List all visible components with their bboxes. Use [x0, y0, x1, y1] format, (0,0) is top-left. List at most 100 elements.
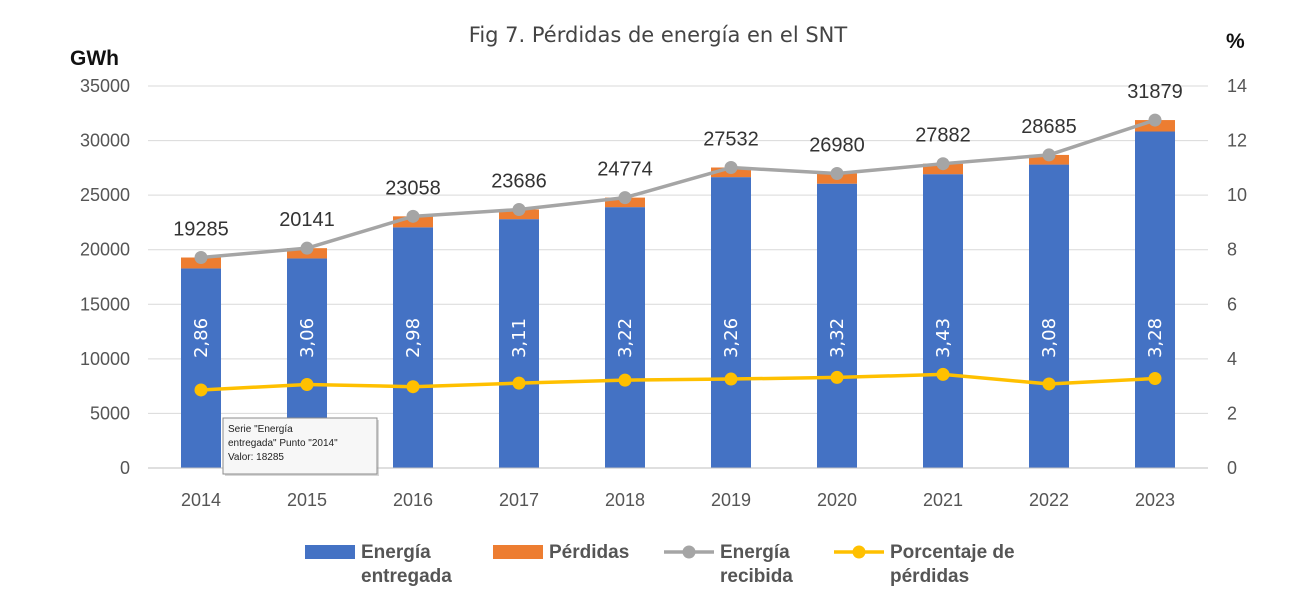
point-energia-recibida — [1148, 113, 1162, 127]
tooltip-box — [222, 417, 378, 475]
bar-series — [181, 120, 1175, 469]
data-label-porcentaje: 2,98 — [403, 318, 424, 358]
x-tick-label: 2020 — [817, 490, 857, 510]
y-tick-label: 35000 — [80, 76, 130, 96]
data-label-energia-recibida: 24774 — [597, 159, 653, 181]
point-porcentaje-perdidas — [406, 380, 420, 394]
x-tick-label: 2022 — [1029, 490, 1069, 510]
data-label-porcentaje: 3,43 — [933, 318, 954, 358]
legend-label: Porcentaje de — [890, 542, 1015, 563]
data-label-energia-recibida: 23058 — [385, 177, 441, 199]
legend-label: pérdidas — [890, 566, 969, 587]
point-energia-recibida — [1042, 148, 1056, 162]
chart-title: Fig 7. Pérdidas de energía en el SNT — [469, 23, 848, 47]
point-energia-recibida — [194, 251, 208, 265]
bar-energia-entregada — [393, 227, 433, 468]
y-axis-unit: GWh — [70, 47, 119, 70]
y2-tick-label: 12 — [1227, 131, 1247, 151]
point-porcentaje-perdidas — [936, 367, 950, 381]
x-tick-label: 2023 — [1135, 490, 1175, 510]
data-labels: 19285 20141 23058 23686 24774 27532 26980 27882… — [173, 81, 1183, 358]
legend-swatch — [493, 545, 543, 559]
data-label-energia-recibida: 26980 — [809, 135, 865, 157]
point-energia-recibida — [618, 191, 632, 205]
tooltip-text: Valor: 18285 — [228, 452, 284, 463]
point-energia-recibida — [512, 202, 526, 216]
legend: Energía entregada Pérdidas Energía recibida P… — [305, 542, 1015, 587]
point-porcentaje-perdidas — [830, 370, 844, 384]
tooltip-text: Serie "Energía — [228, 424, 293, 435]
y2-tick-label: 10 — [1227, 185, 1247, 205]
point-energia-recibida — [724, 161, 738, 175]
line-energia-recibida — [200, 118, 1156, 260]
y2-tick-label: 8 — [1227, 240, 1237, 260]
x-tick-label: 2015 — [287, 490, 327, 510]
data-label-porcentaje: 3,22 — [615, 318, 636, 358]
legend-swatch — [305, 545, 355, 559]
y-tick-label: 0 — [120, 458, 130, 478]
y2-tick-label: 4 — [1227, 349, 1237, 369]
data-label-energia-recibida: 20141 — [279, 209, 335, 231]
point-energia-recibida — [406, 209, 420, 223]
x-tick-label: 2017 — [499, 490, 539, 510]
bar-energia-entregada — [605, 207, 645, 469]
point-energia-recibida — [830, 167, 844, 181]
y-tick-label: 15000 — [80, 294, 130, 314]
data-label-energia-recibida: 31879 — [1127, 81, 1183, 103]
x-tick-label: 2018 — [605, 490, 645, 510]
legend-label: recibida — [720, 566, 793, 587]
data-label-porcentaje: 2,86 — [191, 318, 212, 358]
legend-marker — [852, 545, 866, 559]
data-label-porcentaje: 3,28 — [1145, 318, 1166, 358]
data-label-porcentaje: 3,26 — [721, 318, 742, 358]
y2-tick-label: 2 — [1227, 403, 1237, 423]
y-tick-label: 20000 — [80, 240, 130, 260]
y-tick-label: 25000 — [80, 185, 130, 205]
y-tick-label: 10000 — [80, 349, 130, 369]
point-porcentaje-perdidas — [618, 373, 632, 387]
point-porcentaje-perdidas — [1042, 377, 1056, 391]
data-label-energia-recibida: 27532 — [703, 129, 759, 151]
bar-energia-entregada — [499, 219, 539, 468]
legend-label: entregada — [361, 566, 452, 587]
y2-tick-label: 0 — [1227, 458, 1237, 478]
data-label-porcentaje: 3,08 — [1039, 318, 1060, 358]
legend-marker — [682, 545, 696, 559]
y-tick-label: 5000 — [90, 403, 130, 423]
y2-tick-label: 6 — [1227, 294, 1237, 314]
point-porcentaje-perdidas — [194, 383, 208, 397]
bar-energia-entregada — [711, 177, 751, 469]
data-label-energia-recibida: 23686 — [491, 170, 547, 192]
point-porcentaje-perdidas — [512, 376, 526, 390]
point-porcentaje-perdidas — [724, 372, 738, 386]
y2-tick-label: 14 — [1227, 76, 1247, 96]
bar-energia-entregada — [181, 268, 221, 468]
point-porcentaje-perdidas — [1148, 372, 1162, 386]
x-tick-label: 2014 — [181, 490, 221, 510]
point-energia-recibida — [936, 157, 950, 171]
x-tick-label: 2016 — [393, 490, 433, 510]
bar-energia-entregada — [1029, 164, 1069, 468]
bar-energia-entregada — [923, 174, 963, 468]
point-porcentaje-perdidas — [300, 378, 314, 392]
data-label-energia-recibida: 28685 — [1021, 116, 1077, 138]
hover-tooltip: Serie "Energía entregada" Punto "2014" Val… — [222, 417, 379, 476]
axes: 0 5000 10000 15000 20000 25000 30000 35000 0 2 4 6 8… — [80, 76, 1247, 510]
data-label-energia-recibida: 19285 — [173, 219, 229, 241]
line-porcentaje-perdidas — [200, 372, 1156, 392]
data-label-porcentaje: 3,32 — [827, 318, 848, 358]
legend-label: Pérdidas — [549, 542, 629, 563]
point-energia-recibida — [300, 241, 314, 255]
data-label-energia-recibida: 27882 — [915, 125, 971, 147]
y-tick-label: 30000 — [80, 131, 130, 151]
x-tick-label: 2021 — [923, 490, 963, 510]
data-label-porcentaje: 3,11 — [509, 318, 530, 358]
tooltip-text: entregada" Punto "2014" — [228, 438, 338, 449]
line-series — [194, 113, 1162, 397]
bar-energia-entregada — [817, 183, 857, 468]
bar-energia-entregada — [1135, 131, 1175, 468]
x-tick-label: 2019 — [711, 490, 751, 510]
data-label-porcentaje: 3,06 — [297, 318, 318, 358]
